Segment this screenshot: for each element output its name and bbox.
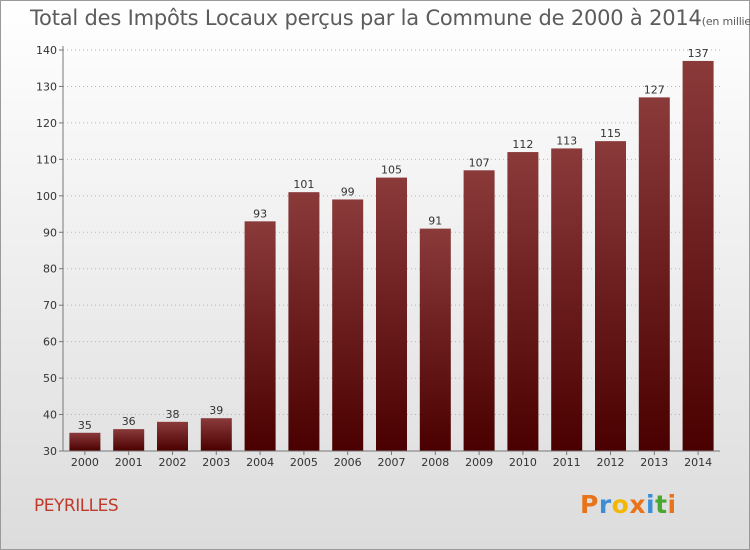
bar-value-label-2008: 91	[428, 215, 442, 228]
bar-2002	[157, 421, 188, 451]
x-tick-label-2003: 2003	[202, 456, 230, 469]
bar-value-label-2012: 115	[600, 127, 621, 140]
bar-value-label-2000: 35	[78, 419, 92, 432]
bar-2003	[200, 418, 232, 451]
x-tick-label-2005: 2005	[290, 456, 318, 469]
x-tick-label-2002: 2002	[159, 456, 187, 469]
bar-value-label-2009: 107	[469, 156, 490, 169]
x-tick-label-2000: 2000	[71, 456, 99, 469]
y-tick-label-60: 60	[43, 336, 57, 349]
x-tick-label-2009: 2009	[465, 456, 493, 469]
bar-2001	[113, 429, 145, 451]
x-tick-label-2013: 2013	[640, 456, 668, 469]
bar-value-label-2013: 127	[644, 83, 665, 96]
y-tick-label-100: 100	[36, 190, 57, 203]
logo-letter: r	[598, 490, 612, 519]
bar-value-label-2014: 137	[688, 47, 709, 60]
x-tick-label-2001: 2001	[115, 456, 143, 469]
x-tick-label-2012: 2012	[597, 456, 625, 469]
bar-2012	[595, 141, 626, 452]
logo-letter: x	[629, 490, 646, 519]
bars-group: 35 36 38 39 93 101 99 105 91 107 112 113 115 127 137	[69, 47, 714, 452]
bar-2007	[376, 177, 407, 451]
bar-value-label-2007: 105	[381, 164, 402, 177]
logo-letter: i	[667, 490, 677, 519]
x-tick-label-2014: 2014	[684, 456, 712, 469]
bar-2008	[419, 228, 451, 451]
bar-value-label-2010: 112	[512, 138, 533, 151]
bar-2004	[244, 221, 276, 451]
commune-name: PEYRILLES	[34, 496, 119, 516]
bar-value-label-2003: 39	[209, 404, 223, 417]
axes-group: 30 40 50 60 70 80 90 100 110 120 130 140 2000 2001 200…	[36, 44, 720, 469]
x-tick-label-2011: 2011	[553, 456, 581, 469]
x-tick-label-2006: 2006	[334, 456, 362, 469]
y-tick-label-70: 70	[43, 299, 57, 312]
y-tick-label-50: 50	[43, 372, 57, 385]
x-tick-label-2010: 2010	[509, 456, 537, 469]
proxiti-logo: Proxiti	[580, 490, 677, 519]
logo-letter: t	[655, 490, 668, 519]
chart-subtitle: (en milliers d'€)	[701, 15, 750, 28]
y-tick-label-30: 30	[43, 445, 57, 458]
bar-value-label-2005: 101	[293, 178, 314, 191]
logo-letter: i	[646, 490, 656, 519]
x-tick-label-2007: 2007	[378, 456, 406, 469]
bar-value-label-2006: 99	[341, 185, 355, 198]
x-tick-label-2008: 2008	[421, 456, 449, 469]
bar-2000	[69, 432, 101, 451]
y-tick-label-80: 80	[43, 263, 57, 276]
bar-value-label-2011: 113	[556, 134, 577, 147]
chart-title-text: Total des Impôts Locaux perçus par la Co…	[30, 6, 702, 30]
bar-value-label-2001: 36	[122, 415, 136, 428]
bar-value-label-2004: 93	[253, 207, 267, 220]
logo-letter: P	[580, 490, 599, 519]
bar-2005	[288, 192, 320, 451]
y-tick-label-40: 40	[43, 409, 57, 422]
logo-letter: o	[611, 490, 630, 519]
bar-2006	[332, 199, 364, 451]
bar-2009	[463, 170, 495, 452]
y-tick-label-110: 110	[36, 153, 57, 166]
chart-title: Total des Impôts Locaux perçus par la Co…	[30, 6, 750, 30]
bar-2013	[638, 97, 670, 452]
x-tick-label-2004: 2004	[246, 456, 274, 469]
bar-2010	[507, 152, 539, 451]
bar-value-label-2002: 38	[166, 408, 180, 421]
bar-2011	[551, 148, 583, 451]
y-tick-label-140: 140	[36, 44, 57, 57]
y-tick-label-120: 120	[36, 117, 57, 130]
y-tick-label-90: 90	[43, 226, 57, 239]
y-tick-label-130: 130	[36, 80, 57, 93]
bar-2014	[682, 60, 714, 451]
